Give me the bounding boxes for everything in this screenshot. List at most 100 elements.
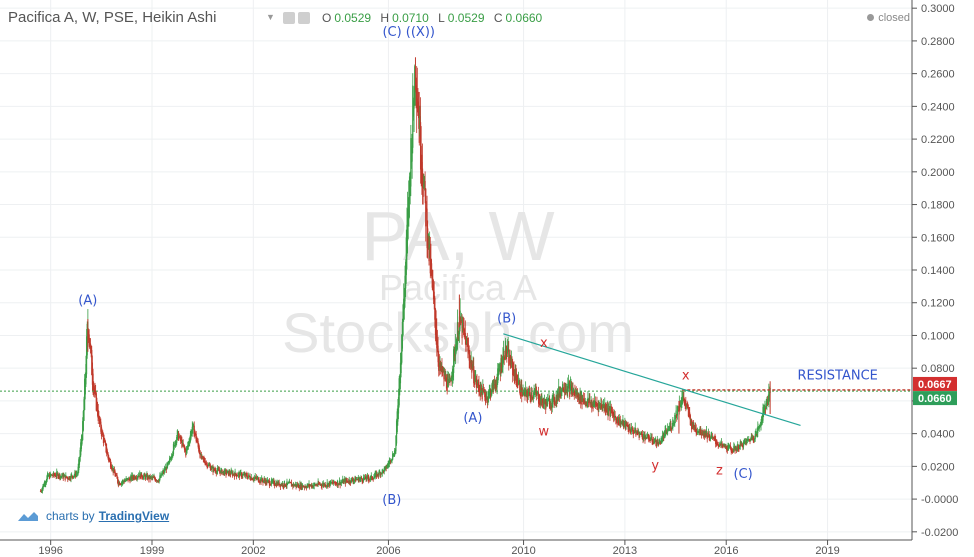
candle-body [659, 441, 662, 445]
symbol-title[interactable]: Pacifica A, W, PSE, Heikin Ashi [8, 9, 217, 26]
high-value: 0.0710 [392, 11, 429, 25]
candle-body [146, 475, 149, 480]
candle-body [52, 475, 54, 477]
candle-body [189, 435, 191, 442]
candle-body [281, 484, 283, 486]
y-tick-label: 0.0200 [921, 461, 955, 473]
wave-label: (C) [733, 467, 752, 482]
candle-body [43, 482, 46, 487]
high-key: H [380, 11, 390, 25]
candle-body [111, 466, 113, 471]
candle-body [67, 478, 70, 480]
candle-body [504, 357, 506, 360]
candle-body [141, 475, 143, 479]
candle-body [529, 392, 531, 398]
candle-body [46, 475, 48, 482]
gear-icon[interactable] [298, 12, 310, 24]
candle-body [428, 236, 430, 262]
candle-body [144, 475, 146, 477]
candle-body [340, 482, 343, 484]
candle-body [183, 445, 186, 450]
candle-body [506, 352, 508, 355]
candle-body [546, 402, 548, 407]
candle-body [733, 446, 735, 452]
candle-body [187, 441, 189, 447]
candle-body [691, 424, 693, 429]
candle-body [150, 476, 153, 478]
candle-body [133, 477, 135, 479]
candle-body [724, 444, 726, 446]
candle-body [180, 436, 182, 442]
wave-label: RESISTANCE [797, 369, 877, 384]
candle-body [70, 474, 72, 480]
candle-body [255, 477, 257, 479]
candle-body [220, 468, 223, 472]
candle-body [323, 483, 326, 485]
candle-body [284, 483, 286, 487]
candle-body [135, 477, 137, 479]
candle-body [93, 387, 95, 394]
candle-body [559, 392, 561, 395]
candle-body [287, 482, 289, 484]
tradingview-brand[interactable]: charts by TradingView [16, 509, 169, 523]
candle-body [765, 403, 767, 409]
candle-body [505, 349, 507, 357]
candle-body [658, 439, 660, 445]
candle-body [257, 477, 260, 483]
candle-body [761, 420, 763, 422]
candle-body [106, 447, 108, 454]
candle-body [148, 475, 151, 479]
candle-body [507, 347, 509, 351]
candle-body [756, 431, 758, 435]
candle-body [395, 420, 398, 444]
candle-body [109, 459, 111, 462]
candle-body [346, 480, 348, 482]
candle-body [454, 346, 457, 356]
candle-body [219, 470, 221, 475]
candle-body [50, 474, 52, 476]
candle-body [501, 365, 503, 372]
eye-icon[interactable] [283, 12, 295, 24]
chevron-down-icon[interactable]: ▼ [266, 12, 275, 22]
candle-body [63, 474, 66, 477]
candle-body [530, 392, 533, 398]
candle-body [633, 432, 635, 434]
candle-body [725, 445, 727, 447]
candle-body [500, 358, 502, 372]
candle-body [353, 479, 356, 481]
candle-body [280, 483, 282, 486]
candle-body [636, 432, 638, 434]
candle-body [427, 228, 429, 249]
candle-body [600, 404, 603, 408]
candle-body [308, 483, 310, 486]
candle-body [145, 475, 147, 478]
candle-body [443, 373, 446, 376]
candle-body [490, 391, 492, 398]
candle-body [510, 360, 512, 369]
candle-body [601, 406, 603, 411]
candle-body [693, 426, 695, 431]
candle-body [218, 469, 220, 472]
candle-body [571, 389, 573, 391]
candle-body [94, 390, 96, 392]
candle-body [60, 475, 62, 477]
candle-body [268, 480, 271, 486]
candle-body [742, 445, 744, 448]
candle-body [384, 467, 386, 470]
candle-body [523, 391, 525, 394]
candle-body [491, 381, 494, 390]
brand-name[interactable]: TradingView [98, 509, 170, 523]
candle-body [418, 113, 420, 143]
candle-body [768, 389, 771, 397]
candle-body [44, 483, 46, 485]
candle-body [132, 474, 134, 479]
candle-body [233, 473, 235, 475]
candle-body [161, 472, 164, 475]
candle-body [630, 430, 632, 434]
candle-body [147, 475, 149, 478]
candle-body [327, 484, 329, 487]
candle-body [210, 467, 212, 470]
candle-body [355, 478, 357, 482]
candle-body [167, 461, 169, 465]
